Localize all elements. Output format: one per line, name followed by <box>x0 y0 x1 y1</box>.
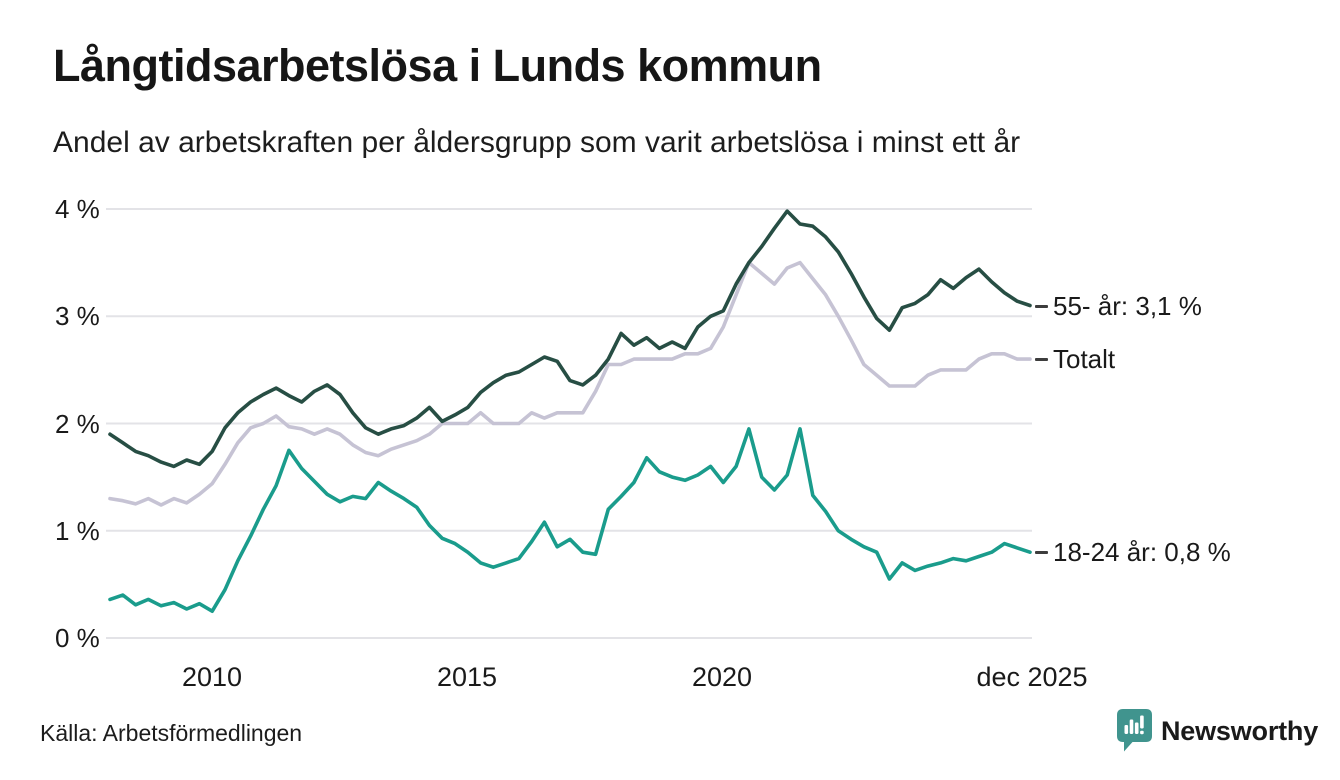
newsworthy-badge-bar-chart-icon <box>1116 708 1153 759</box>
chart-subtitle: Andel av arbetskraften per åldersgrupp s… <box>53 126 1021 159</box>
series-line-totalt <box>108 260 1032 507</box>
x-tick-2015: 2015 <box>436 662 498 692</box>
newsworthy-wordmark: Newsworthy <box>1161 716 1319 746</box>
series-line-55plus <box>108 209 1032 469</box>
y-tick-4: 4 % <box>55 194 100 224</box>
source-note: Källa: Arbetsförmedlingen <box>40 720 303 746</box>
x-tick-dec-2025: dec 2025 <box>976 662 1088 692</box>
page-title: Långtidsarbetslösa i Lunds kommun <box>53 40 822 91</box>
label-connector-dash <box>1035 358 1048 361</box>
series-label-text: Totalt <box>1053 344 1116 374</box>
x-tick-2010: 2010 <box>181 662 243 692</box>
label-connector-dash <box>1035 305 1048 308</box>
y-tick-1: 1 % <box>55 516 100 546</box>
y-tick-2: 2 % <box>55 409 100 439</box>
series-label-55plus: 55- år: 3,1 % <box>1035 291 1202 321</box>
y-tick-3: 3 % <box>55 301 100 331</box>
series-label-text: 18-24 år: 0,8 % <box>1053 537 1231 567</box>
series-label-18-24: 18-24 år: 0,8 % <box>1035 537 1231 567</box>
series-label-text: 55- år: 3,1 % <box>1053 291 1202 321</box>
series-label-totalt: Totalt <box>1035 344 1115 374</box>
y-tick-0: 0 % <box>55 623 100 653</box>
label-connector-dash <box>1035 551 1048 554</box>
series-line-18to24 <box>108 427 1032 614</box>
newsworthy-logo: Newsworthy <box>1116 708 1318 759</box>
x-tick-2020: 2020 <box>691 662 753 692</box>
